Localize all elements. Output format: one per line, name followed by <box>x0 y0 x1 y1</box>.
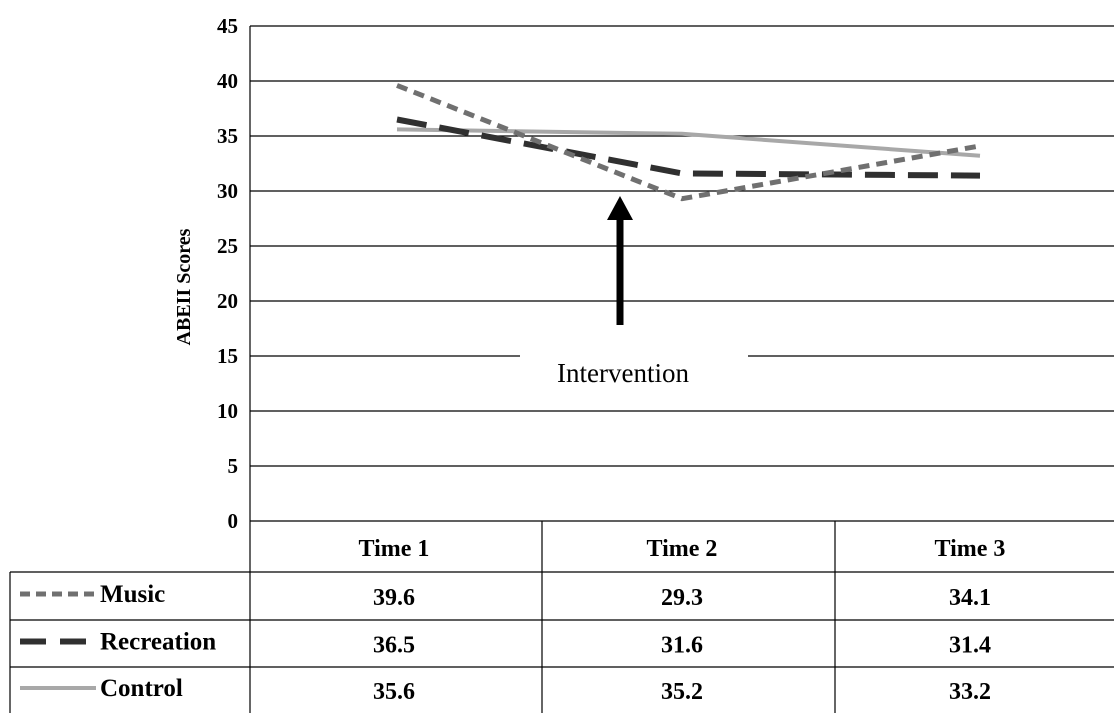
legend-label: Control <box>100 675 183 702</box>
annotation-background <box>520 348 748 394</box>
y-tick-label: 30 <box>217 179 238 203</box>
y-tick-label: 10 <box>217 399 238 423</box>
data-cell: 33.2 <box>949 679 991 705</box>
y-tick-label: 20 <box>217 289 238 313</box>
category-label: Time 3 <box>935 536 1006 562</box>
y-tick-label: 25 <box>217 234 238 258</box>
y-axis-label: ABEII Scores <box>173 228 195 345</box>
legend-label: Recreation <box>100 629 216 656</box>
data-cell: 34.1 <box>949 585 991 611</box>
data-cell: 35.2 <box>661 679 703 705</box>
y-tick-label: 35 <box>217 124 238 148</box>
data-table: Time 1 Time 2 Time 3 Music 39.6 29.3 34.1 Recre… <box>9 521 1114 713</box>
series-line-control <box>396 127 981 158</box>
data-cell: 31.4 <box>949 633 991 659</box>
y-tick-label: 0 <box>228 509 239 533</box>
series-line-recreation <box>396 116 981 179</box>
data-cell: 36.5 <box>373 633 415 659</box>
series-line-music <box>396 83 981 202</box>
category-label: Time 1 <box>359 536 430 562</box>
gridlines <box>249 25 1114 522</box>
intervention-arrow <box>607 196 633 325</box>
legend-label: Music <box>100 581 165 608</box>
data-cell: 29.3 <box>661 585 703 611</box>
data-cell: 39.6 <box>373 585 415 611</box>
data-cell: 31.6 <box>661 633 703 659</box>
y-tick-labels: 0 5 10 15 20 25 30 35 40 45 <box>217 14 238 533</box>
data-cell: 35.6 <box>373 679 415 705</box>
y-tick-label: 40 <box>217 69 238 93</box>
y-tick-label: 45 <box>217 14 238 38</box>
y-tick-label: 5 <box>228 454 239 478</box>
annotation-intervention: Intervention <box>557 358 689 388</box>
series-lines <box>396 83 981 202</box>
y-tick-label: 15 <box>217 344 238 368</box>
category-label: Time 2 <box>647 536 718 562</box>
